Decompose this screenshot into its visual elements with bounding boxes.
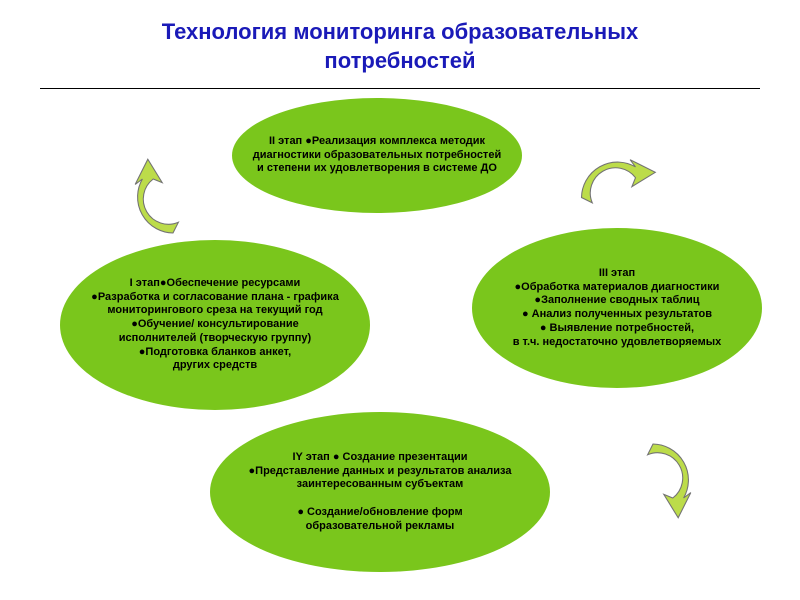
page-title: Технология мониторинга образовательных п… [0, 18, 800, 75]
stage-node-stage1: I этап●Обеспечение ресурсами ●Разработка… [60, 240, 370, 410]
stage-node-text: I этап●Обеспечение ресурсами ●Разработка… [91, 277, 339, 373]
cycle-arrow-stage3-to-stage4 [608, 430, 698, 525]
stage-node-text: IY этап ● Создание презентации ●Представ… [249, 451, 512, 534]
stage-node-text: II этап ●Реализация комплекса методик ди… [253, 135, 501, 176]
stage-node-text: III этап ●Обработка материалов диагности… [513, 267, 722, 350]
stage-node-stage4: IY этап ● Создание презентации ●Представ… [210, 412, 550, 572]
stage-node-stage2: II этап ●Реализация комплекса методик ди… [232, 98, 522, 213]
cycle-arrow-stage1-to-stage2 [128, 152, 218, 247]
title-divider [40, 88, 760, 89]
stage-node-stage3: III этап ●Обработка материалов диагности… [472, 228, 762, 388]
